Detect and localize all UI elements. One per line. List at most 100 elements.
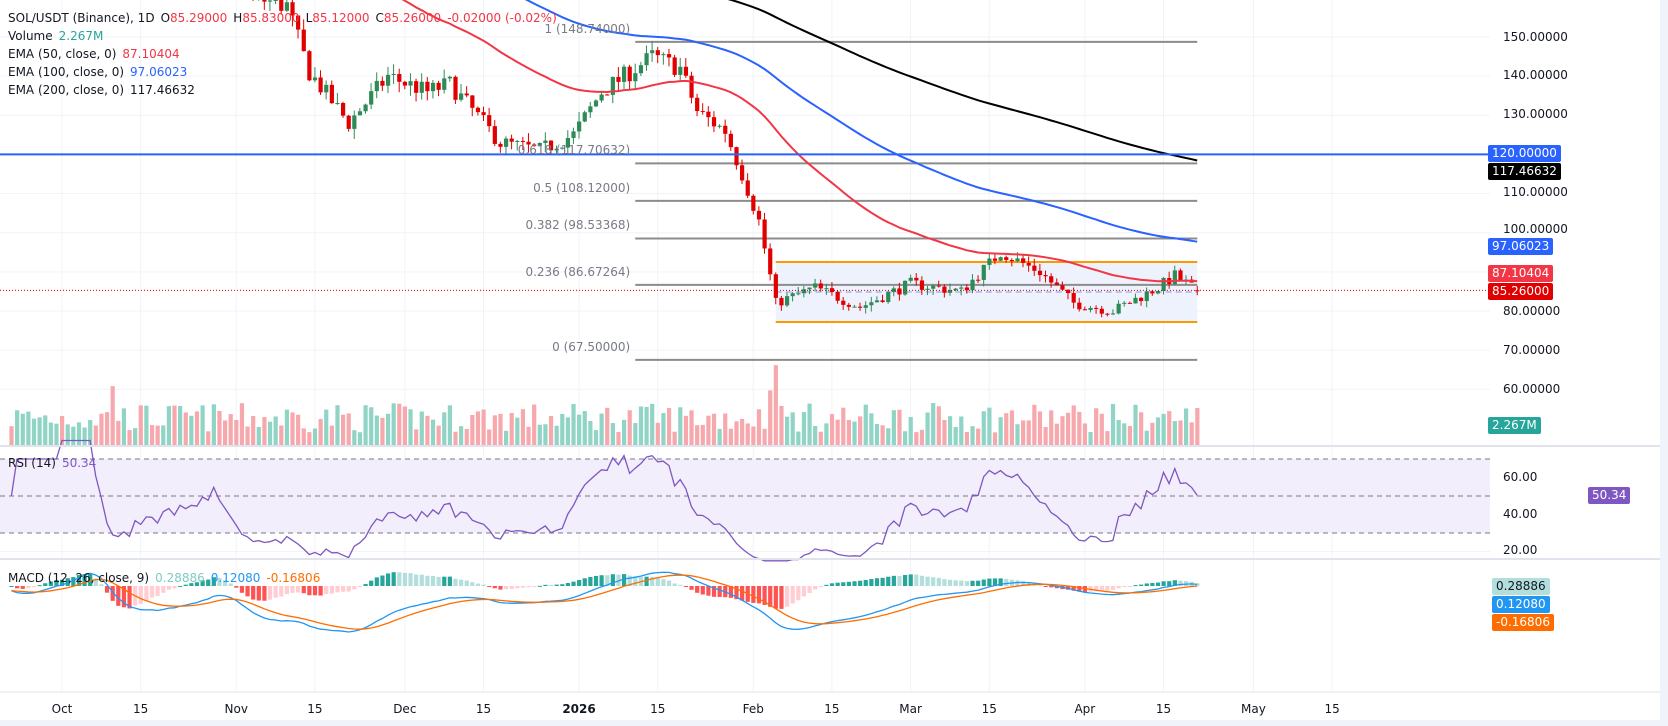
candle-body xyxy=(919,280,925,290)
volume-bar xyxy=(858,416,863,445)
volume-legend[interactable]: Volume 2.267M xyxy=(8,27,109,45)
macd-histogram-bar xyxy=(706,586,711,596)
ema50-legend[interactable]: EMA (50, close, 0) 87.10404 xyxy=(8,45,186,63)
macd-histogram-bar xyxy=(931,577,936,586)
horizontal-line-tag[interactable]: 120.00000 xyxy=(1488,145,1561,162)
candle-body xyxy=(751,195,756,211)
macd-histogram-bar xyxy=(104,586,110,593)
candle-body xyxy=(374,80,379,92)
volume-bar xyxy=(419,411,424,445)
volume-bar xyxy=(442,412,447,445)
macd-histogram-bar xyxy=(672,583,677,586)
candle-body xyxy=(863,305,868,308)
macd-histogram-bar xyxy=(947,579,953,586)
volume-bar xyxy=(93,425,98,445)
volume-bar xyxy=(222,420,228,445)
volume-bar xyxy=(178,405,183,445)
macd-histogram-bar xyxy=(964,581,970,586)
volume-bar xyxy=(835,419,840,445)
macd-histogram-bar xyxy=(992,578,998,586)
macd-histogram-bar xyxy=(48,581,53,586)
volume-bar xyxy=(1082,423,1088,445)
volume-bar xyxy=(1172,421,1177,445)
candle-body xyxy=(616,76,621,82)
candle-body xyxy=(369,91,374,105)
macd-histogram-bar xyxy=(267,586,273,600)
change-value: -0.02000 (-0.02%) xyxy=(447,11,557,25)
candle-body xyxy=(1155,291,1161,294)
volume-bar xyxy=(762,428,767,445)
volume-bar xyxy=(1077,411,1082,445)
time-tick: 2026 xyxy=(562,702,596,716)
macd-histogram-bar xyxy=(31,586,37,588)
volume-bar xyxy=(1032,404,1037,445)
candle-body xyxy=(419,81,424,93)
macd-histogram-bar xyxy=(582,578,587,586)
macd-histogram-bar xyxy=(239,586,245,593)
high-label: H xyxy=(233,11,243,25)
macd-hist-tag: 0.28886 xyxy=(1492,578,1550,595)
macd-histogram-bar xyxy=(425,575,430,586)
ema100-legend[interactable]: EMA (100, close, 0) 97.06023 xyxy=(8,63,193,81)
rsi-legend[interactable]: RSI (14) 50.34 xyxy=(8,454,102,472)
volume-bar xyxy=(801,412,807,445)
candle-body xyxy=(1110,313,1116,315)
macd-histogram-bar xyxy=(886,576,891,586)
volume-bar xyxy=(683,415,689,445)
volume-bar xyxy=(110,386,115,445)
candle-body xyxy=(1077,302,1082,310)
ema50-tag: 87.10404 xyxy=(1488,265,1554,282)
volume-bar xyxy=(436,425,441,445)
macd-histogram-bar xyxy=(290,586,295,593)
candle-body xyxy=(459,93,464,100)
macd-histogram-bar xyxy=(279,586,284,597)
volume-bar xyxy=(874,423,880,445)
volume-bar xyxy=(290,412,295,445)
macd-histogram-bar xyxy=(874,578,880,586)
volume-bar xyxy=(880,425,885,445)
volume-bar xyxy=(992,432,998,445)
candle-body xyxy=(706,111,711,118)
volume-bar xyxy=(919,429,925,445)
open-value: 85.29000 xyxy=(170,11,228,25)
volume-bar xyxy=(1167,411,1172,445)
macd-histogram-bar xyxy=(352,586,357,590)
candle-body xyxy=(329,84,334,104)
candle-body xyxy=(1099,308,1104,314)
volume-bar xyxy=(998,417,1003,445)
candle-body xyxy=(818,283,823,289)
candle-body xyxy=(874,300,880,303)
volume-bar xyxy=(824,423,829,445)
candle-body xyxy=(610,76,615,95)
macd-histogram-bar xyxy=(683,586,689,587)
volume-bar xyxy=(740,418,745,445)
macd-legend[interactable]: MACD (12, 26, close, 9) 0.28886 0.12080 -0.… xyxy=(8,569,326,587)
macd-histogram-bar xyxy=(532,586,537,587)
ema200-legend[interactable]: EMA (200, close, 0) 117.46632 xyxy=(8,81,201,99)
trading-range-box[interactable] xyxy=(775,261,1198,323)
volume-bar xyxy=(318,418,323,445)
volume-bar xyxy=(492,415,497,445)
volume-bar xyxy=(228,414,233,445)
candle-body xyxy=(678,66,683,75)
candle-body xyxy=(397,74,402,82)
candle-body xyxy=(284,2,289,11)
macd-histogram-bar xyxy=(858,580,863,586)
macd-histogram-bar xyxy=(385,573,391,586)
candle-body xyxy=(1105,313,1110,315)
volume-bar xyxy=(1043,427,1048,445)
candle-body xyxy=(599,94,604,101)
volume-bar xyxy=(548,415,554,445)
time-tick: Dec xyxy=(393,702,417,716)
candle-body xyxy=(548,140,554,151)
macd-histogram-bar xyxy=(178,585,183,587)
macd-histogram-bar xyxy=(442,576,447,586)
volume-bar xyxy=(447,405,452,445)
candle-body xyxy=(537,142,542,146)
volume-bar xyxy=(1021,420,1026,445)
macd-histogram-bar xyxy=(234,586,239,588)
volume-bar xyxy=(352,430,357,445)
volume-bar xyxy=(728,428,733,445)
